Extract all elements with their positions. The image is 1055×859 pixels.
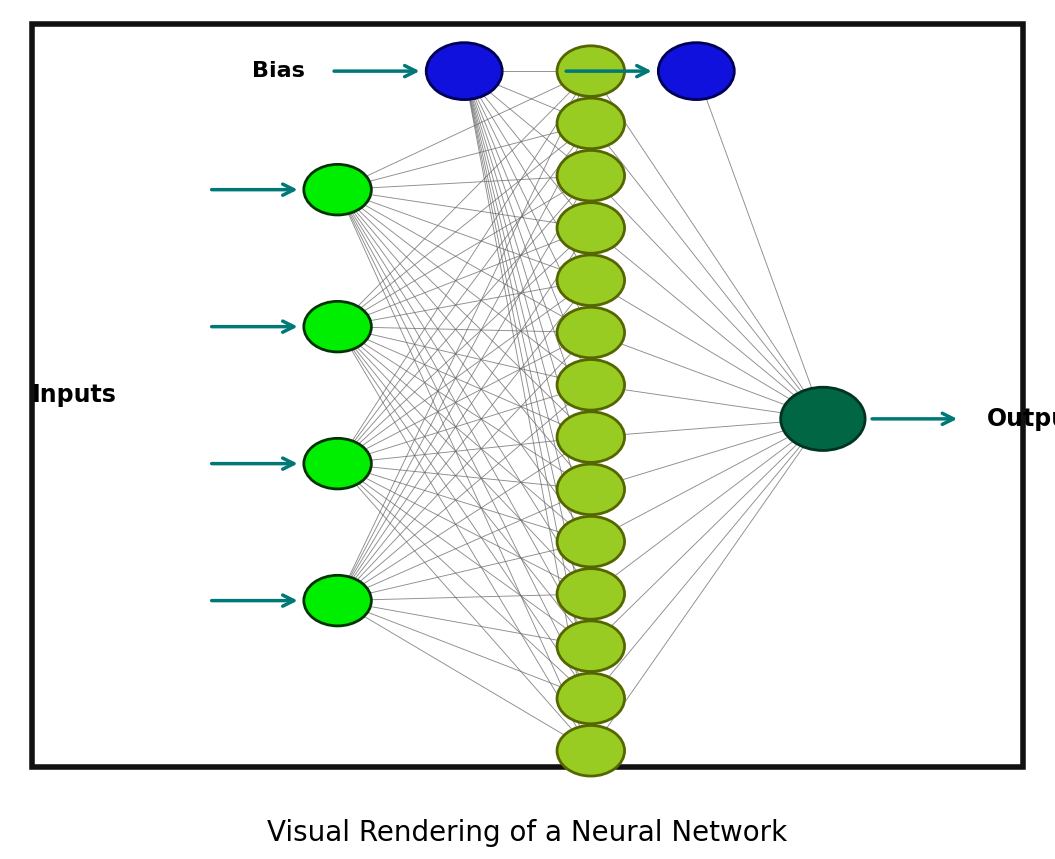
Text: Visual Rendering of a Neural Network: Visual Rendering of a Neural Network — [267, 819, 788, 847]
Circle shape — [781, 387, 865, 450]
Circle shape — [557, 203, 625, 253]
Circle shape — [557, 255, 625, 306]
Circle shape — [304, 438, 371, 489]
Circle shape — [658, 43, 734, 100]
Circle shape — [557, 308, 625, 358]
Circle shape — [557, 673, 625, 724]
Text: Inputs: Inputs — [32, 383, 116, 407]
Circle shape — [304, 302, 371, 352]
Circle shape — [557, 150, 625, 201]
Circle shape — [557, 360, 625, 410]
Circle shape — [304, 576, 371, 626]
Text: Output: Output — [987, 407, 1055, 431]
Circle shape — [557, 98, 625, 149]
Circle shape — [557, 569, 625, 619]
Circle shape — [557, 411, 625, 462]
Text: Bias: Bias — [252, 61, 305, 81]
Circle shape — [426, 43, 502, 100]
Circle shape — [557, 516, 625, 567]
Circle shape — [304, 164, 371, 215]
Circle shape — [557, 46, 625, 96]
Circle shape — [557, 621, 625, 672]
Circle shape — [557, 726, 625, 776]
Circle shape — [557, 464, 625, 515]
